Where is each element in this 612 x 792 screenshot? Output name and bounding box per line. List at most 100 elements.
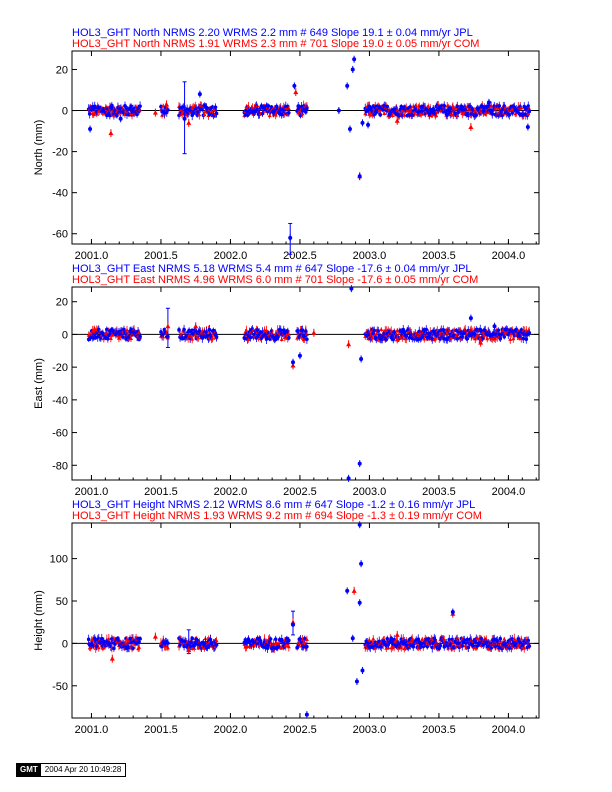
y-tick-label: 0 bbox=[62, 329, 68, 341]
com-point bbox=[493, 336, 498, 341]
com-point bbox=[502, 636, 507, 641]
x-tick-label: 2001.0 bbox=[75, 486, 109, 498]
com-point bbox=[482, 333, 487, 337]
com-point bbox=[447, 327, 452, 332]
com-outlier bbox=[165, 323, 171, 329]
jpl-point bbox=[115, 113, 119, 118]
com-point bbox=[433, 336, 438, 341]
panel-title-jpl: HOL3_GHT North NRMS 2.20 WRMS 2.2 mm # 6… bbox=[72, 27, 473, 39]
x-tick-label: 2003.0 bbox=[353, 250, 387, 262]
jpl-point bbox=[522, 104, 527, 109]
com-point bbox=[197, 112, 202, 117]
com-point bbox=[190, 337, 195, 341]
jpl-outlier bbox=[290, 360, 295, 365]
com-outlier bbox=[193, 323, 199, 329]
jpl-point bbox=[527, 331, 532, 335]
y-tick-label: -50 bbox=[52, 681, 68, 693]
com-outlier bbox=[164, 101, 170, 107]
com-point bbox=[267, 113, 272, 118]
com-point bbox=[286, 644, 291, 649]
com-point bbox=[279, 337, 284, 341]
jpl-point bbox=[495, 639, 500, 643]
x-tick-label: 2002.5 bbox=[283, 724, 317, 736]
jpl-outlier bbox=[349, 286, 354, 291]
jpl-outlier bbox=[304, 712, 309, 717]
com-outlier bbox=[91, 327, 97, 332]
jpl-point bbox=[425, 644, 430, 649]
com-point bbox=[471, 335, 476, 339]
x-tick-label: 2001.0 bbox=[75, 250, 109, 262]
com-point bbox=[379, 327, 384, 332]
y-tick-label: 100 bbox=[50, 554, 68, 566]
jpl-outlier bbox=[359, 561, 364, 566]
jpl-point bbox=[138, 104, 142, 108]
com-point bbox=[414, 103, 419, 108]
jpl-point bbox=[460, 644, 465, 648]
jpl-point bbox=[214, 334, 219, 339]
jpl-point bbox=[276, 644, 281, 649]
com-outlier bbox=[152, 110, 158, 115]
jpl-point bbox=[305, 644, 309, 649]
com-point bbox=[370, 641, 375, 646]
com-point bbox=[286, 106, 291, 111]
com-point bbox=[382, 111, 387, 115]
com-point bbox=[161, 103, 166, 108]
com-point bbox=[202, 112, 207, 117]
com-outlier bbox=[108, 130, 114, 136]
com-point bbox=[101, 645, 106, 650]
plot-frame bbox=[71, 286, 540, 481]
jpl-outlier bbox=[347, 127, 352, 132]
jpl-point bbox=[498, 636, 503, 641]
jpl-point bbox=[300, 328, 305, 332]
jpl-point bbox=[166, 108, 170, 112]
com-point bbox=[96, 645, 101, 650]
jpl-outlier bbox=[182, 116, 187, 121]
com-point bbox=[399, 645, 404, 650]
jpl-outlier bbox=[290, 622, 295, 627]
com-outlier bbox=[394, 336, 400, 342]
com-point bbox=[129, 336, 134, 341]
com-point bbox=[108, 336, 113, 340]
y-axis-label: East (mm) bbox=[33, 358, 45, 409]
jpl-point bbox=[507, 113, 512, 117]
x-tick-label: 2002.5 bbox=[283, 250, 317, 262]
y-tick-label: 20 bbox=[56, 297, 68, 309]
x-tick-label: 2001.5 bbox=[144, 724, 178, 736]
com-point bbox=[434, 113, 439, 118]
jpl-point bbox=[527, 644, 532, 648]
jpl-outlier bbox=[292, 83, 297, 88]
jpl-point bbox=[138, 636, 142, 641]
com-point bbox=[370, 335, 375, 340]
com-outlier bbox=[346, 341, 352, 347]
jpl-point bbox=[255, 328, 260, 332]
jpl-point bbox=[214, 111, 219, 116]
jpl-point bbox=[177, 328, 181, 332]
y-axis-label: North (mm) bbox=[33, 120, 45, 176]
jpl-point bbox=[305, 106, 309, 111]
jpl-point bbox=[442, 104, 447, 108]
jpl-outlier bbox=[448, 106, 453, 111]
com-point bbox=[276, 641, 281, 646]
jpl-point bbox=[455, 104, 460, 109]
com-point bbox=[394, 332, 399, 336]
jpl-point bbox=[121, 335, 125, 339]
jpl-outlier bbox=[366, 122, 371, 127]
panel-title-com: HOL3_GHT North NRMS 1.91 WRMS 2.3 mm # 7… bbox=[72, 38, 479, 50]
com-point bbox=[257, 643, 262, 647]
com-point bbox=[124, 327, 129, 332]
com-outlier bbox=[394, 632, 400, 637]
jpl-point bbox=[524, 107, 529, 111]
jpl-point bbox=[404, 334, 409, 338]
jpl-point bbox=[385, 104, 390, 109]
jpl-point bbox=[213, 105, 218, 110]
jpl-point bbox=[466, 113, 471, 118]
jpl-point bbox=[287, 335, 291, 340]
com-point bbox=[368, 328, 373, 333]
y-tick-label: -20 bbox=[52, 147, 68, 159]
com-point bbox=[420, 637, 425, 641]
jpl-point bbox=[182, 327, 186, 332]
jpl-point bbox=[524, 337, 529, 342]
jpl-outlier bbox=[350, 636, 355, 641]
y-tick-label: 50 bbox=[56, 596, 68, 608]
